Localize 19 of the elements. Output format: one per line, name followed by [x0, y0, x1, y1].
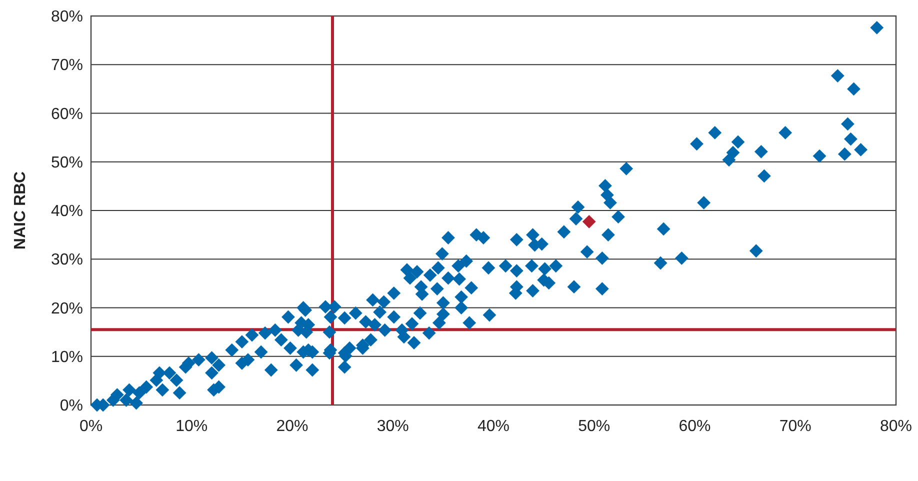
y-tick-label: 10% [50, 348, 83, 366]
y-tick-label: 20% [50, 300, 83, 318]
y-axis-title: NAIC RBC [12, 170, 29, 250]
y-tick-label: 0% [60, 398, 83, 415]
x-tick-label: 30% [376, 418, 409, 435]
x-tick-label: 20% [276, 418, 308, 435]
y-tick-label: 40% [50, 203, 83, 220]
y-tick-label: 60% [50, 106, 83, 123]
x-tick-label: 60% [678, 418, 711, 435]
x-tick-label: 70% [779, 418, 812, 435]
x-tick-label: 80% [880, 418, 912, 435]
y-tick-label: 70% [50, 57, 83, 74]
x-tick-label: 0% [79, 418, 103, 435]
y-tick-label: 50% [50, 154, 83, 172]
y-tick-label: 30% [50, 252, 83, 269]
y-tick-label: 80% [50, 8, 83, 26]
x-tick-label: 50% [578, 418, 610, 435]
x-tick-label: 10% [176, 418, 208, 435]
x-tick-label: 40% [477, 418, 510, 435]
